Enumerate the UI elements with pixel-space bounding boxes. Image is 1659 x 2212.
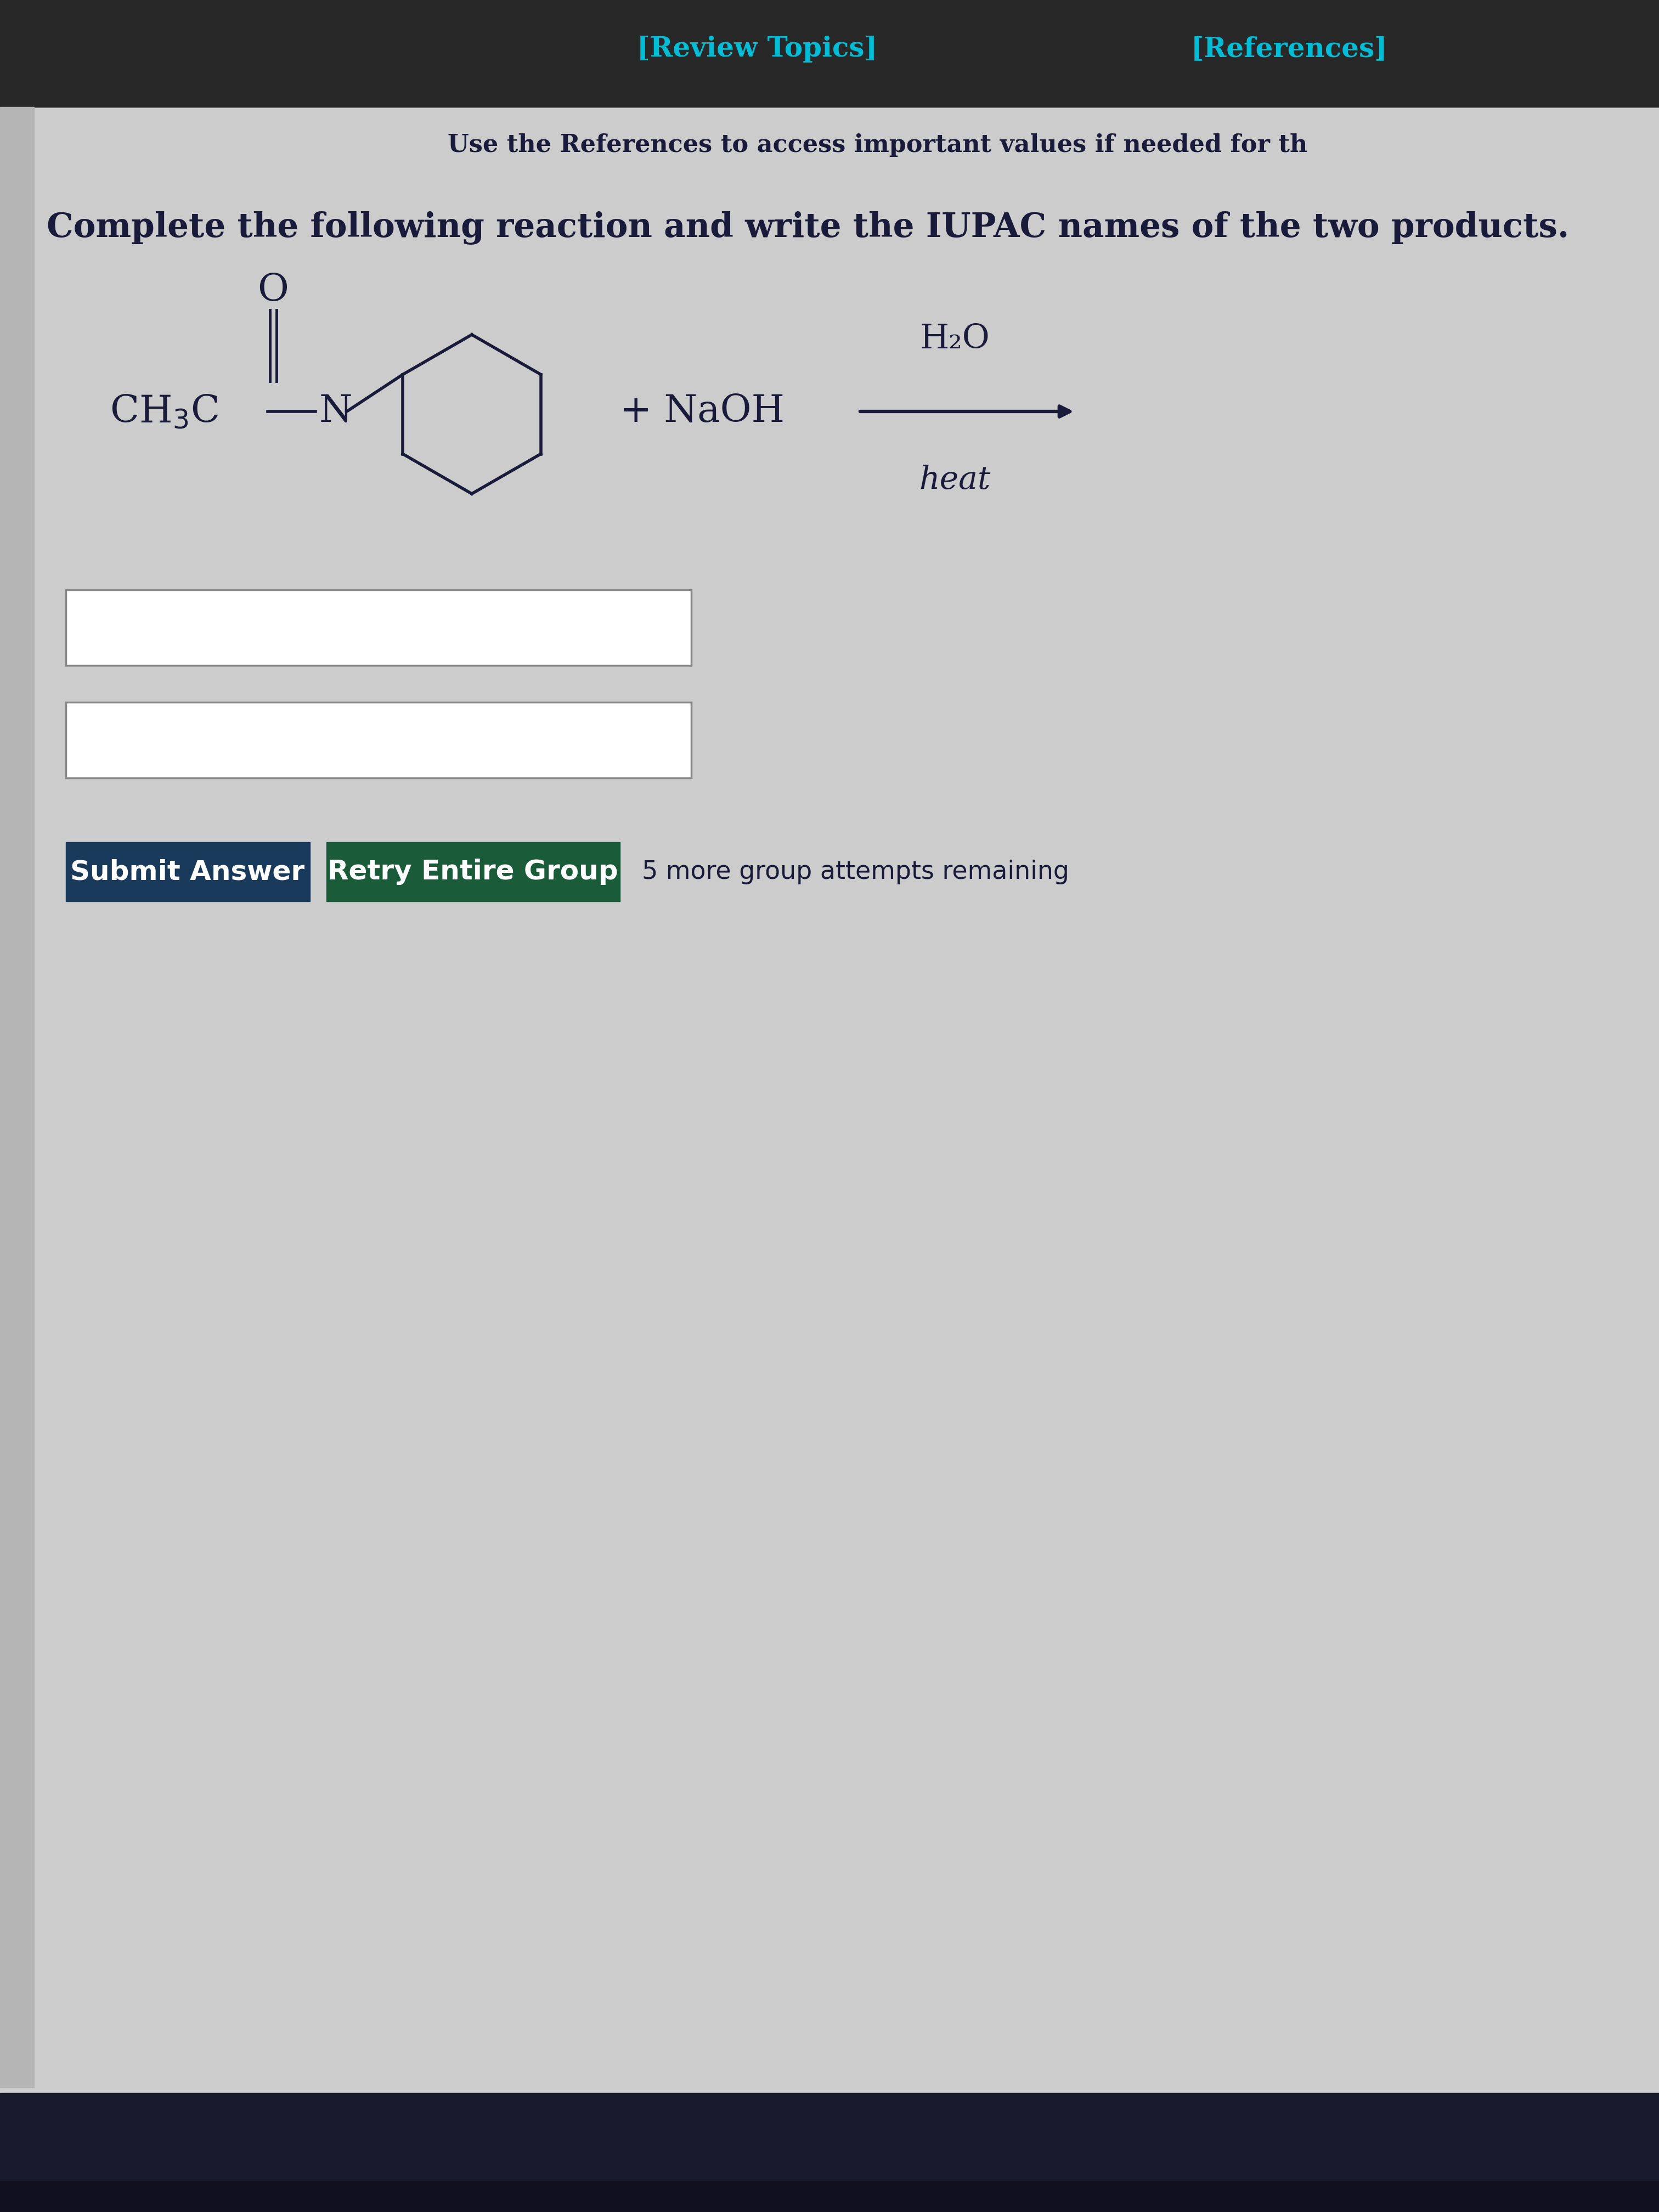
Text: [References]: [References] xyxy=(1191,35,1387,62)
Bar xyxy=(0,0,1659,106)
Text: Use the References to access important values if needed for th: Use the References to access important v… xyxy=(448,133,1307,157)
Text: Submit Answer: Submit Answer xyxy=(70,858,305,885)
Text: O: O xyxy=(257,272,289,310)
Bar xyxy=(0,106,35,2088)
Text: Complete the following reaction and write the IUPAC names of the two products.: Complete the following reaction and writ… xyxy=(46,210,1569,243)
Text: H₂O: H₂O xyxy=(919,323,990,356)
Bar xyxy=(327,843,620,900)
Bar xyxy=(66,843,310,900)
Bar xyxy=(0,2093,1659,2212)
Bar xyxy=(0,2181,1659,2212)
Text: [Review Topics]: [Review Topics] xyxy=(637,35,878,62)
Text: heat: heat xyxy=(919,465,990,495)
Text: N: N xyxy=(319,394,353,429)
Text: + NaOH: + NaOH xyxy=(620,394,785,429)
Text: Retry Entire Group: Retry Entire Group xyxy=(327,858,619,885)
Text: CH$_3$C: CH$_3$C xyxy=(109,394,219,429)
Bar xyxy=(66,591,692,666)
Text: 5 more group attempts remaining: 5 more group attempts remaining xyxy=(642,860,1068,885)
Bar xyxy=(66,701,692,779)
